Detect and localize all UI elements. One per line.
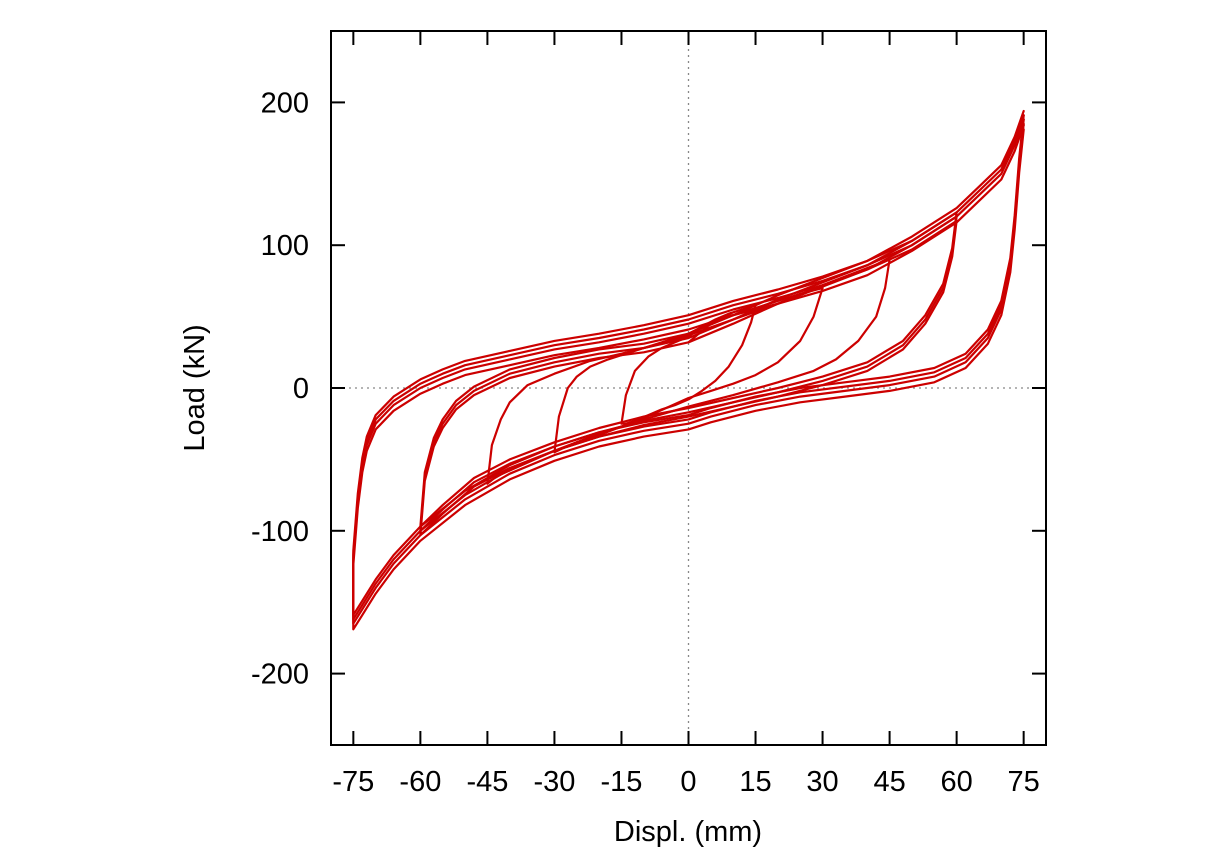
y-tick-label: -200 bbox=[251, 659, 309, 691]
zero-lines bbox=[331, 31, 1046, 745]
x-tick-labels: -75 -60 -45 -30 -15 0 15 30 45 60 75 bbox=[332, 766, 1039, 798]
x-axis-label: Displ. (mm) bbox=[614, 816, 762, 848]
x-tick-label: 45 bbox=[873, 766, 905, 798]
x-tick-label: -45 bbox=[466, 766, 508, 798]
loop-amplitude-75-cycle-4 bbox=[352, 109, 1025, 617]
x-tick-label: 0 bbox=[680, 766, 696, 798]
ticks bbox=[331, 31, 1046, 745]
y-tick-label: 100 bbox=[261, 230, 309, 262]
x-tick-label: -15 bbox=[601, 766, 643, 798]
x-tick-label: 30 bbox=[806, 766, 838, 798]
x-tick-label: -60 bbox=[399, 766, 441, 798]
y-axis-label: Load (kN) bbox=[179, 324, 211, 451]
x-tick-label: 60 bbox=[940, 766, 972, 798]
x-tick-label: -75 bbox=[332, 766, 374, 798]
hysteresis-loops bbox=[352, 109, 1025, 631]
x-tick-label: 15 bbox=[739, 766, 771, 798]
y-tick-labels: -200 -100 0 100 200 bbox=[251, 87, 309, 690]
x-tick-label: 75 bbox=[1008, 766, 1040, 798]
y-tick-label: -100 bbox=[251, 516, 309, 548]
y-tick-label: 200 bbox=[261, 87, 309, 119]
loop-amplitude-45 bbox=[486, 258, 891, 485]
y-tick-label: 0 bbox=[293, 373, 309, 405]
x-tick-label: -30 bbox=[533, 766, 575, 798]
